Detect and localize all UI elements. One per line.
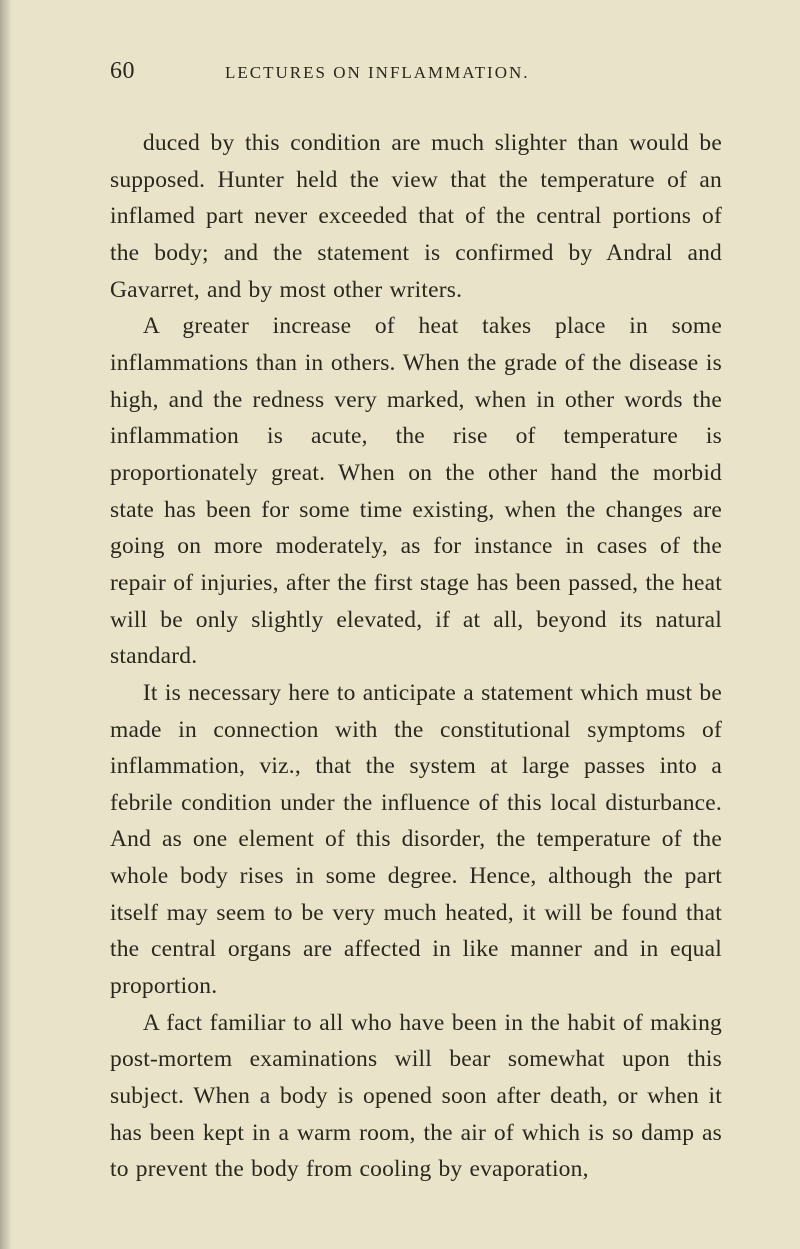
body-text: duced by this condition are much slighte… [110,125,722,1188]
paragraph: A fact familiar to all who have been in … [110,1005,722,1188]
paragraph: It is necessary here to anticipate a sta… [110,675,722,1005]
page-header: 60 LECTURES ON INFLAMMATION. [110,58,722,85]
running-title: LECTURES ON INFLAMMATION. [225,63,530,83]
book-page: 60 LECTURES ON INFLAMMATION. duced by th… [0,0,800,1249]
page-number: 60 [110,58,135,85]
paragraph: A greater increase of heat takes place i… [110,308,722,675]
paragraph: duced by this condition are much slighte… [110,125,722,308]
